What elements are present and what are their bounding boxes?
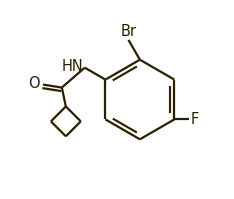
Text: HN: HN bbox=[62, 59, 84, 74]
Text: F: F bbox=[190, 112, 198, 127]
Text: O: O bbox=[28, 76, 39, 92]
Text: Br: Br bbox=[121, 24, 136, 39]
